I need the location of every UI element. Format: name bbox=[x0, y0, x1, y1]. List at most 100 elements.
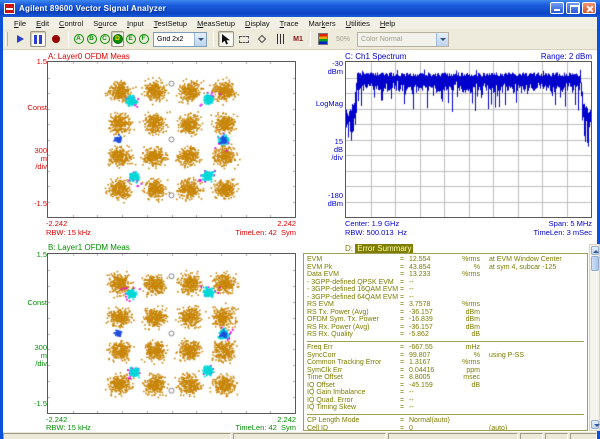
title-bar[interactable]: Agilent 89600 Vector Signal Analyzer bbox=[0, 0, 600, 17]
table-section-divider bbox=[307, 413, 584, 415]
minimize-button[interactable] bbox=[550, 2, 564, 14]
chevron-down-icon[interactable] bbox=[436, 32, 449, 46]
color-zoom-label: 50% bbox=[336, 35, 351, 43]
select-tool-button[interactable] bbox=[218, 31, 234, 47]
pane-a-yscale: 300 m /div bbox=[34, 146, 47, 171]
menu-source[interactable]: Source bbox=[93, 18, 118, 28]
menu-trace[interactable]: Trace bbox=[279, 18, 299, 28]
play-button[interactable] bbox=[12, 31, 28, 47]
summary-row: SymClk Err = 0.04416 ppm bbox=[307, 366, 480, 374]
pane-a-plot[interactable] bbox=[47, 61, 296, 218]
close-button[interactable] bbox=[582, 2, 596, 14]
menu-file[interactable]: File bbox=[14, 18, 27, 28]
trace-letter-icon: B bbox=[86, 34, 97, 44]
pane-b-rbw: RBW: 15 kHz bbox=[46, 423, 91, 432]
pane-a-xmin: -2.242 bbox=[46, 219, 68, 228]
menu-bar: File Edit Control Source Input TestSetup MeasS… bbox=[3, 17, 597, 29]
trace-button-d[interactable]: D bbox=[111, 31, 124, 47]
table-section-divider bbox=[307, 341, 584, 343]
pane-d-title[interactable]: D: Error Summary bbox=[345, 244, 414, 253]
diamond-marker-icon bbox=[257, 34, 267, 44]
summary-row: RS Tx. Power (Avg) = -36.157 dBm bbox=[307, 308, 480, 316]
marker-tool-button[interactable] bbox=[254, 31, 270, 47]
pane-b-ymin: -1.5 bbox=[34, 399, 47, 408]
trace-button-a[interactable]: A bbox=[72, 31, 85, 47]
menu-markers[interactable]: Markers bbox=[308, 18, 336, 28]
pane-b-yaxis-label: Const bbox=[27, 298, 47, 307]
pane-a-rbw: RBW: 15 kHz bbox=[46, 228, 91, 237]
summary-row: IQ Gain Imbalance = -- bbox=[307, 389, 414, 397]
menu-control[interactable]: Control bbox=[59, 18, 84, 28]
maximize-button[interactable] bbox=[566, 2, 580, 14]
pause-button[interactable] bbox=[30, 31, 46, 47]
summary-row: Data EVM = 13.233 %rms bbox=[307, 271, 480, 279]
pane-c-yscale: 15 dB /div bbox=[331, 137, 343, 162]
grid-layout-combo[interactable]: Grid 2x2 bbox=[153, 31, 207, 47]
pane-c-title[interactable]: C: Ch1 Spectrum bbox=[345, 52, 407, 61]
scroll-down-button[interactable] bbox=[591, 420, 600, 429]
summary-row: - 3GPP-defined 64QAM EVM = -- bbox=[307, 293, 414, 301]
pane-a-timelen: TimeLen: 42 Sym bbox=[235, 228, 296, 237]
summary-row: Common Tracking Error = 1.3167 %rms bbox=[307, 359, 480, 367]
menu-edit[interactable]: Edit bbox=[36, 18, 50, 28]
colorbar-icon bbox=[318, 33, 328, 45]
summary-row: SyncCorr = 99.807% using P-SS bbox=[307, 351, 525, 359]
menu-testsetup[interactable]: TestSetup bbox=[153, 18, 188, 28]
summary-row: RS Rx. Power (Avg) = -36.157 dBm bbox=[307, 323, 480, 331]
grid-combo-value: Grid 2x2 bbox=[157, 35, 184, 43]
marquee-icon bbox=[239, 35, 249, 43]
status-cell bbox=[3, 433, 231, 439]
trace-letter-icon: C bbox=[99, 34, 110, 44]
status-cell bbox=[570, 433, 597, 439]
toolbar-separator bbox=[310, 31, 311, 47]
summary-row: IQ Timing Skew = -- bbox=[307, 404, 414, 412]
pane-c-ymin: -180 dBm bbox=[327, 191, 343, 208]
pane-b-xmax: 2.242 bbox=[277, 415, 296, 424]
pane-a-xmax: 2.242 bbox=[277, 219, 296, 228]
marker1-tool-button[interactable]: M1 bbox=[290, 31, 306, 47]
pane-c-rbw: RBW: 500.013 Hz bbox=[345, 228, 407, 237]
trace-button-b[interactable]: B bbox=[85, 31, 98, 47]
menu-input[interactable]: Input bbox=[127, 18, 144, 28]
pane-b-ymax: 1.5 bbox=[36, 250, 47, 259]
summary-row: - 3GPP-defined 16QAM EVM = -- bbox=[307, 286, 414, 294]
pane-c-timelen: TimeLen: 3 mSec bbox=[533, 228, 593, 237]
summary-row: EVM = 12.554 %rms at EVM Window Center bbox=[307, 256, 562, 264]
pane-a-title[interactable]: A: Layer0 OFDM Meas bbox=[48, 52, 130, 61]
trace-button-e[interactable]: E bbox=[124, 31, 137, 47]
status-cell bbox=[388, 433, 518, 439]
pane-b-title[interactable]: B: Layer1 OFDM Meas bbox=[48, 243, 130, 252]
menu-display[interactable]: Display bbox=[245, 18, 270, 28]
color-scale-button[interactable] bbox=[315, 31, 331, 47]
status-cell bbox=[233, 433, 386, 439]
error-summary-table: EVM = 12.554 %rms at EVM Window Center EVM Pk… bbox=[303, 253, 588, 431]
trace-letter-icon: F bbox=[138, 34, 149, 44]
band-marker-tool-button[interactable] bbox=[272, 31, 288, 47]
summary-row: EVM Pk = 43.854% at sym 4, subcar -125 bbox=[307, 263, 557, 271]
app-icon bbox=[4, 3, 15, 14]
menu-help[interactable]: Help bbox=[379, 18, 396, 28]
scroll-up-button[interactable] bbox=[590, 246, 599, 255]
pane-b-xmin: -2.242 bbox=[46, 415, 68, 424]
pane-c-range-label: Range: 2 dBm bbox=[540, 52, 592, 61]
summary-row: RS Rx. Quality = -5.862 dB bbox=[307, 331, 480, 339]
menu-utilities[interactable]: Utilities bbox=[345, 18, 370, 28]
window-title: Agilent 89600 Vector Signal Analyzer bbox=[19, 4, 166, 13]
pane-d-scrollbar[interactable] bbox=[589, 244, 600, 431]
summary-row: OFDM Sym. Tx. Power = -16.839 dBm bbox=[307, 316, 480, 324]
record-button[interactable] bbox=[48, 31, 64, 47]
pane-b-plot[interactable] bbox=[47, 253, 296, 414]
chevron-down-icon[interactable] bbox=[194, 32, 206, 46]
pane-c-center: Center: 1.9 GHz bbox=[345, 219, 400, 228]
summary-row: IQ Quad. Error = -- bbox=[307, 396, 414, 404]
color-mode-combo[interactable]: Color Normal bbox=[357, 31, 450, 47]
zoom-box-tool-button[interactable] bbox=[236, 31, 252, 47]
pane-a-ymax: 1.5 bbox=[36, 57, 47, 66]
scroll-thumb[interactable] bbox=[590, 256, 599, 271]
menu-meassetup[interactable]: MeasSetup bbox=[197, 18, 236, 28]
trace-button-c[interactable]: C bbox=[98, 31, 111, 47]
trace-button-f[interactable]: F bbox=[137, 31, 150, 47]
pane-c-plot[interactable] bbox=[345, 61, 592, 218]
status-cell bbox=[520, 433, 543, 439]
